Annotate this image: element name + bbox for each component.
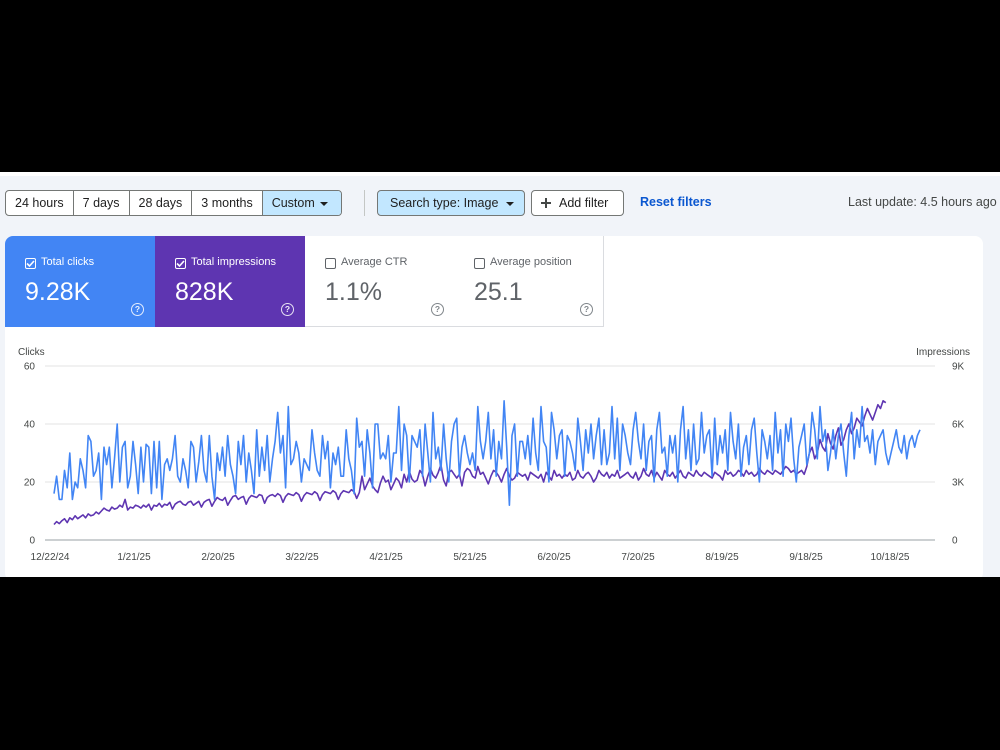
x-tick-label: 7/20/25 xyxy=(621,552,655,563)
range-7-days-button[interactable]: 7 days xyxy=(74,191,130,215)
checkbox-checked-icon[interactable] xyxy=(25,258,36,269)
impressions-series-line xyxy=(53,399,887,526)
y-left-tick-label: 40 xyxy=(24,420,36,431)
help-icon[interactable]: ? xyxy=(580,303,593,316)
y-right-tick-label: 6K xyxy=(952,420,965,431)
x-axis-ticks: 12/22/24 1/21/25 2/20/25 3/22/25 4/21/25 5/21… xyxy=(31,552,910,563)
metric-average-ctr[interactable]: Average CTR 1.1% ? xyxy=(305,236,455,327)
metric-value: 25.1 xyxy=(474,278,523,306)
metric-label: Total impressions xyxy=(191,256,276,268)
clicks-series-line xyxy=(53,399,921,506)
y-right-tick-label: 0 xyxy=(952,536,958,547)
metric-label: Average CTR xyxy=(341,256,408,268)
top-black-band xyxy=(0,0,1000,172)
chevron-down-icon xyxy=(319,202,328,206)
y-left-tick-label: 0 xyxy=(29,536,35,547)
x-tick-label: 4/21/25 xyxy=(369,552,403,563)
chart-series xyxy=(53,399,921,526)
y-left-tick-label: 20 xyxy=(24,478,36,489)
checkbox-checked-icon[interactable] xyxy=(175,258,186,269)
performance-card: Total clicks 9.28K ? Total impressions 8… xyxy=(5,236,983,577)
metric-total-impressions[interactable]: Total impressions 828K ? xyxy=(155,236,305,327)
x-tick-label: 1/21/25 xyxy=(117,552,151,563)
date-range-selector: 24 hours 7 days 28 days 3 months Custom xyxy=(5,190,342,216)
metric-label: Total clicks xyxy=(41,256,95,268)
search-type-label: Search type: Image xyxy=(390,196,499,210)
bottom-black-band xyxy=(0,577,1000,750)
y-left-tick-label: 60 xyxy=(24,362,36,373)
x-tick-label: 3/22/25 xyxy=(285,552,319,563)
help-icon[interactable]: ? xyxy=(281,303,294,316)
y-axis-ticks: 60 9K 40 6K 20 3K 0 0 xyxy=(24,362,965,547)
add-filter-label: Add filter xyxy=(559,196,609,210)
metric-value: 1.1% xyxy=(325,278,382,306)
checkbox-unchecked-icon[interactable] xyxy=(325,258,336,269)
plus-icon xyxy=(541,198,551,208)
y-left-axis-label: Clicks xyxy=(18,347,45,358)
chart-grid xyxy=(45,365,935,541)
help-icon[interactable]: ? xyxy=(431,303,444,316)
help-icon[interactable]: ? xyxy=(131,303,144,316)
metric-average-position[interactable]: Average position 25.1 ? xyxy=(454,236,604,327)
x-tick-label: 5/21/25 xyxy=(453,552,487,563)
y-right-axis-label: Impressions xyxy=(916,347,970,358)
range-custom-label: Custom xyxy=(271,196,315,210)
x-tick-label: 12/22/24 xyxy=(31,552,70,563)
last-update-text: Last update: 4.5 hours ago xyxy=(848,195,997,209)
toolbar-divider xyxy=(364,190,365,216)
page-divider xyxy=(0,172,1000,176)
range-28-days-button[interactable]: 28 days xyxy=(130,191,193,215)
y-right-tick-label: 9K xyxy=(952,362,965,373)
y-right-tick-label: 3K xyxy=(952,478,965,489)
x-tick-label: 2/20/25 xyxy=(201,552,235,563)
performance-chart: Clicks Impressions 60 9K 40 6K 20 3K 0 0 12/22/… xyxy=(18,347,970,563)
range-24-hours-button[interactable]: 24 hours xyxy=(6,191,74,215)
metric-label: Average position xyxy=(490,256,572,268)
range-custom-button[interactable]: Custom xyxy=(262,191,341,215)
reset-filters-link[interactable]: Reset filters xyxy=(640,195,712,209)
checkbox-unchecked-icon[interactable] xyxy=(474,258,485,269)
x-tick-label: 6/20/25 xyxy=(537,552,571,563)
metric-value: 828K xyxy=(175,278,234,306)
add-filter-button[interactable]: Add filter xyxy=(531,190,624,216)
x-tick-label: 9/18/25 xyxy=(789,552,823,563)
metric-value: 9.28K xyxy=(25,278,91,306)
range-3-months-button[interactable]: 3 months xyxy=(192,191,263,215)
search-type-dropdown[interactable]: Search type: Image xyxy=(377,190,525,216)
chevron-down-icon xyxy=(506,202,514,206)
x-tick-label: 8/19/25 xyxy=(705,552,739,563)
metric-total-clicks[interactable]: Total clicks 9.28K ? xyxy=(5,236,155,327)
x-tick-label: 10/18/25 xyxy=(871,552,910,563)
search-console-performance-panel: 24 hours 7 days 28 days 3 months Custom … xyxy=(0,172,1000,577)
